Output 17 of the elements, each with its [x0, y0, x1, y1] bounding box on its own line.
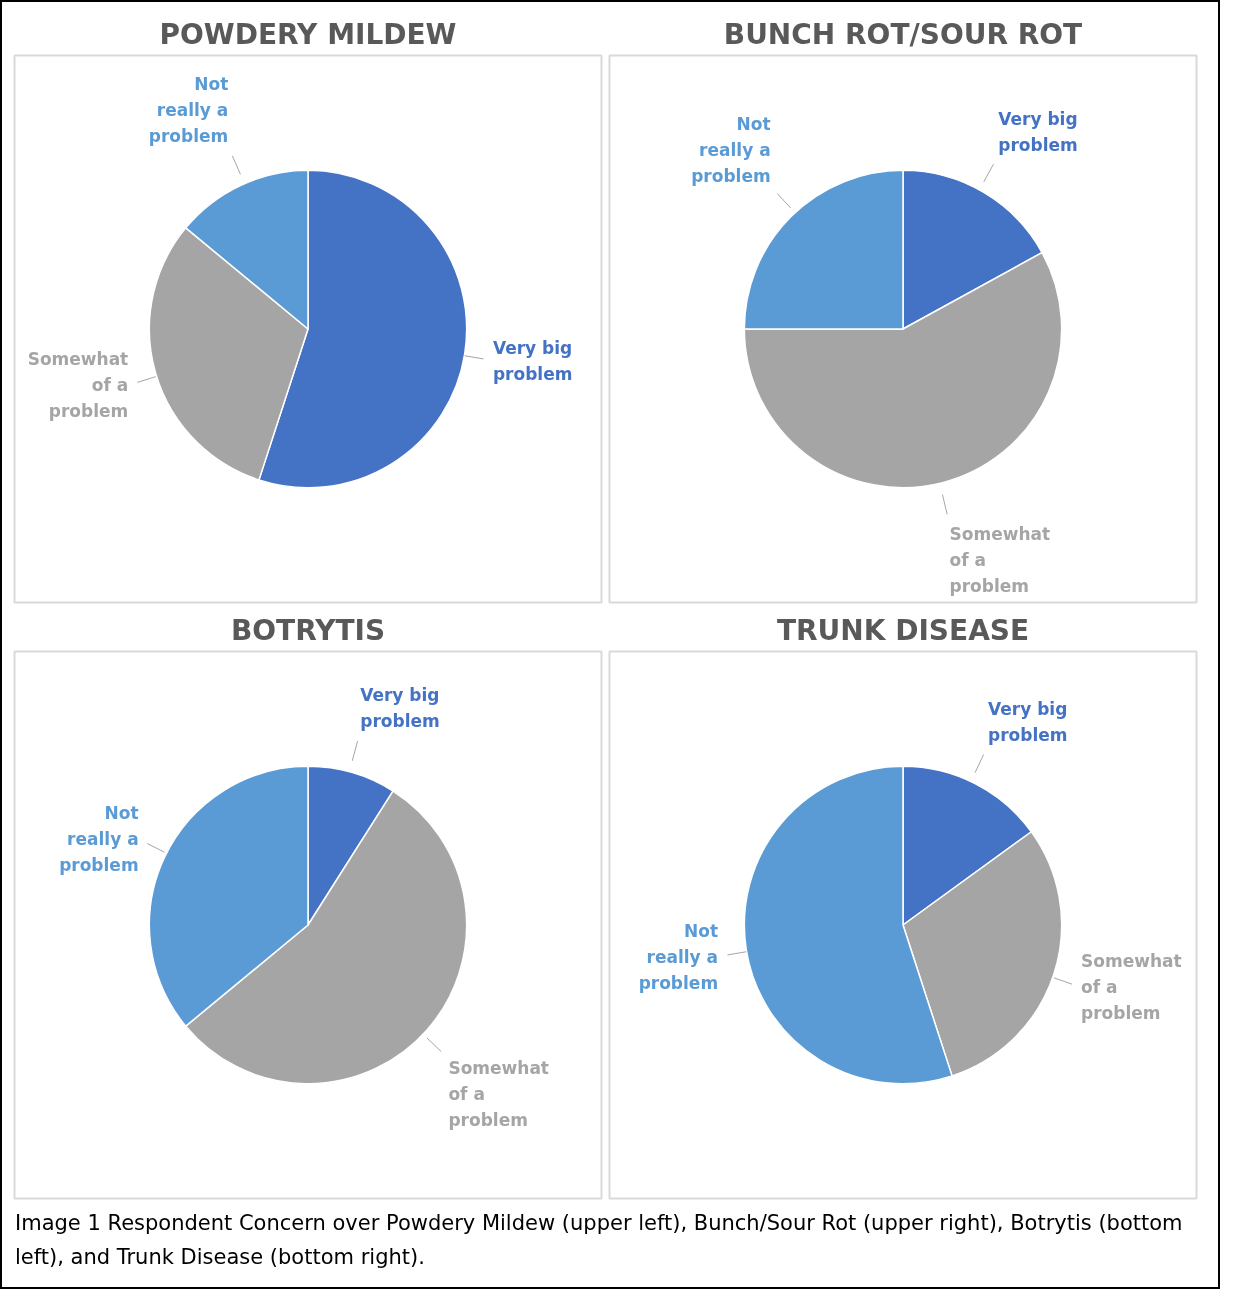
chart-title: POWDERY MILDEW	[159, 17, 457, 51]
slice-label: Very big problem	[360, 685, 440, 732]
slice-label: Very big problem	[492, 337, 573, 384]
slice-label: Not really a problem	[691, 114, 771, 187]
slice-label: Somewhat of a problem	[27, 349, 129, 422]
slice-label: Very big problem	[998, 109, 1078, 156]
chart-title: TRUNK DISEASE	[776, 613, 1030, 647]
slice-label: Not really a problem	[59, 803, 139, 876]
slice-label: Not really a problem	[148, 74, 229, 147]
legend-label: Somewhat of a problem	[1081, 951, 1182, 1024]
slice-label: Somewhat of a problem	[448, 1058, 549, 1131]
slice-label: Somewhat of a problem	[949, 524, 1051, 597]
slice-label: Not really a problem	[638, 920, 719, 993]
text: Image 1 Respondent Concern over Powdery Mildew (upper left), Bunch/Sour Rot (upper right), Botrytis (bottom left), and Trunk Disease (bottom right).	[15, 1210, 1184, 1271]
slice-label: Very big problem	[987, 699, 1068, 746]
chart-title: BOTRYTIS	[230, 613, 386, 647]
chart-title: BUNCH ROT/SOUR ROT	[723, 17, 1083, 51]
